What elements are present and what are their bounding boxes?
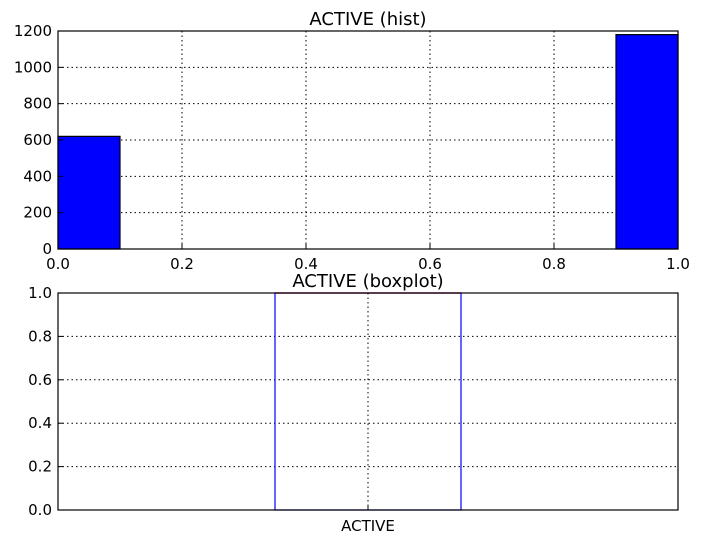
boxplot-ytick-label: 0.4 xyxy=(28,414,52,432)
boxplot-panel: ACTIVE (boxplot) 0.0 0.2 0.4 0.6 0.8 1.0 ACTIV… xyxy=(28,271,679,535)
boxplot-ytick-label: 0.6 xyxy=(28,371,52,389)
histogram-ytick-label: 0 xyxy=(42,240,52,258)
boxplot-ytick-label: 0.8 xyxy=(28,327,52,345)
histogram-xtick-label: 0.6 xyxy=(418,255,442,273)
histogram-xtick-label: 0.0 xyxy=(46,255,70,273)
histogram-xtick-label: 0.8 xyxy=(542,255,566,273)
boxplot-grid xyxy=(58,292,678,511)
histogram-bar xyxy=(615,34,679,250)
histogram-xtick-label: 1.0 xyxy=(666,255,690,273)
histogram-panel: ACTIVE (hist) 0.0 0.2 0.4 0.6 0.8 1.0 0 200 400 6… xyxy=(14,9,690,273)
histogram-ytick-label: 600 xyxy=(23,131,52,149)
histogram-grid xyxy=(57,30,679,250)
histogram-title: ACTIVE (hist) xyxy=(309,9,426,30)
boxplot-xtick-label: ACTIVE xyxy=(341,517,395,535)
histogram-ytick-label: 800 xyxy=(23,95,52,113)
histogram-ytick-label: 1200 xyxy=(14,22,52,40)
boxplot-ytick-label: 1.0 xyxy=(28,284,52,302)
boxplot-title: ACTIVE (boxplot) xyxy=(292,271,443,292)
boxplot-ytick-label: 0.2 xyxy=(28,458,52,476)
boxplot-ytick-label: 0.0 xyxy=(28,501,52,519)
histogram-ytick-label: 1000 xyxy=(14,58,52,76)
histogram-ytick-label: 400 xyxy=(23,167,52,185)
histogram-bar xyxy=(57,135,121,250)
histogram-xtick-label: 0.4 xyxy=(294,255,318,273)
boxplot-ticks: 0.0 0.2 0.4 0.6 0.8 1.0 ACTIVE xyxy=(28,284,395,535)
histogram-bars xyxy=(57,34,679,250)
histogram-ytick-label: 200 xyxy=(23,204,52,222)
histogram-xtick-label: 0.2 xyxy=(170,255,194,273)
histogram-ticks: 0.0 0.2 0.4 0.6 0.8 1.0 0 200 400 600 800 1000 1200 xyxy=(14,22,690,273)
